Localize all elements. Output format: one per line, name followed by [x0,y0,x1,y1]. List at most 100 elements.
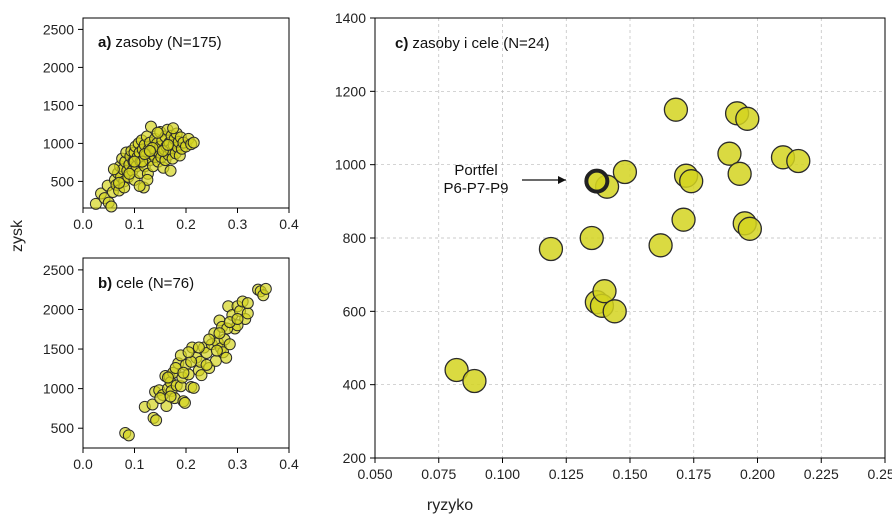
data-point-b-59 [161,371,174,384]
data-point-a-93 [123,167,136,180]
y-tick-label-b-2: 1500 [43,341,74,357]
data-point-b-68 [241,297,254,310]
data-point-b-31 [195,369,208,382]
portfolio-annotation: Portfel P6-P7-P9 [443,162,566,197]
data-point-c-14 [679,169,704,194]
data-point-c-0 [444,357,469,383]
highlighted-portfolio-point [584,168,610,194]
panel-b-points [119,282,272,442]
panel-c-ticks: 0.050 0.075 0.100 0.125 0.150 0.175 0.200 0.225… [335,10,892,482]
x-tick-label-c-6: 0.200 [740,466,775,482]
data-point-a-84 [187,136,200,149]
x-tick-label-c-8: 0.250 [867,466,892,482]
x-tick-label-c-1: 0.075 [421,466,456,482]
data-point-b-58 [154,392,167,405]
x-tick-label-b-0: 0.0 [73,456,93,472]
data-point-b-22 [178,396,191,409]
y-axis-title: zysk [9,219,26,252]
panel-b-title-prefix: b) [98,275,112,292]
data-point-a-96 [113,176,126,189]
x-tick-label-a-0: 0.0 [73,216,93,232]
data-point-a-5 [105,200,118,213]
data-point-a-88 [151,126,164,139]
data-point-c-17 [727,161,752,186]
annotation-line1: Portfel [454,162,497,179]
y-tick-label-b-3: 2000 [43,301,74,317]
data-point-b-27 [187,381,200,394]
data-point-b-1 [122,429,135,442]
x-axis-title: ryzyko [427,497,473,514]
panel-b-scatter: 0.0 0.1 0.2 0.3 0.4 500 1000 1500 2000 2500 b) cel… [43,257,299,472]
data-point-b-53 [241,307,254,320]
data-point-b-73 [213,327,226,340]
y-tick-label-b-0: 500 [51,420,75,436]
x-tick-label-a-3: 0.3 [228,216,248,232]
data-point-a-92 [128,155,141,168]
x-tick-label-b-1: 0.1 [125,456,145,472]
x-tick-label-c-0: 0.050 [357,466,392,482]
data-point-b-3 [146,398,159,411]
y-tick-label-a-1: 1000 [43,135,74,151]
data-point-c-11 [663,97,689,122]
data-point-c-9 [612,159,638,185]
data-point-a-97 [133,179,146,192]
data-point-a-95 [107,163,120,176]
data-point-b-69 [164,390,177,403]
panel-a-title-prefix: a) [98,34,111,51]
data-point-a-67 [164,164,177,177]
annotation-arrow-head [558,176,566,184]
data-point-c-22 [786,148,811,174]
data-point-a-99 [143,145,156,157]
x-tick-label-c-2: 0.100 [485,466,520,482]
y-tick-label-c-2: 600 [343,303,367,319]
y-tick-label-b-1: 1000 [43,381,74,397]
panel-a-points [89,120,200,213]
x-tick-label-c-4: 0.150 [612,466,647,482]
y-tick-label-c-5: 1200 [335,83,366,99]
x-tick-label-c-3: 0.125 [549,466,584,482]
y-tick-label-a-0: 500 [51,173,75,189]
data-point-b-72 [203,333,216,346]
data-point-c-15 [717,141,742,166]
x-tick-label-a-1: 0.1 [125,216,145,232]
data-point-b-57 [259,282,272,295]
data-point-b-75 [231,312,244,325]
data-point-c-20 [737,216,762,241]
data-point-c-19 [735,106,760,131]
y-tick-label-c-3: 800 [343,230,367,246]
data-point-b-64 [200,358,213,371]
data-point-c-6 [592,279,617,304]
x-tick-label-c-7: 0.225 [804,466,839,482]
data-point-b-61 [177,366,190,379]
data-point-b-63 [192,341,205,354]
panel-a-title-text: zasoby (N=175) [115,34,221,51]
data-point-b-6 [150,414,163,427]
panel-c-title-prefix: c) [395,35,408,52]
y-tick-label-a-2: 1500 [43,97,74,113]
data-point-a-90 [161,138,174,151]
x-tick-label-b-2: 0.2 [176,456,196,472]
data-point-c-8 [602,299,627,324]
panel-a-ticks: 0.0 0.1 0.2 0.3 0.4 500 1000 1500 2000 2500 [43,21,299,232]
x-tick-label-a-4: 0.4 [279,216,299,232]
y-tick-label-a-3: 2000 [43,59,74,75]
panel-b-title: b) cele (N=76) [98,275,194,292]
y-tick-label-c-4: 1000 [335,157,366,173]
data-point-b-44 [220,351,233,364]
data-point-c-12 [671,207,696,232]
x-tick-label-b-3: 0.3 [228,456,248,472]
data-point-c-3 [579,225,604,251]
data-point-c-1 [462,368,487,394]
data-point-a-0 [89,197,102,210]
panel-b-ticks: 0.0 0.1 0.2 0.3 0.4 500 1000 1500 2000 2500 [43,262,299,472]
annotation-line2: P6-P7-P9 [443,180,508,197]
y-tick-label-c-0: 200 [343,450,367,466]
x-tick-label-c-5: 0.175 [676,466,711,482]
panel-a-title: a) zasoby (N=175) [98,34,222,51]
data-point-b-65 [210,344,223,357]
y-tick-label-b-4: 2500 [43,262,74,278]
data-point-b-71 [182,346,195,359]
panel-c-points [444,97,811,394]
y-tick-label-c-6: 1400 [335,10,366,26]
